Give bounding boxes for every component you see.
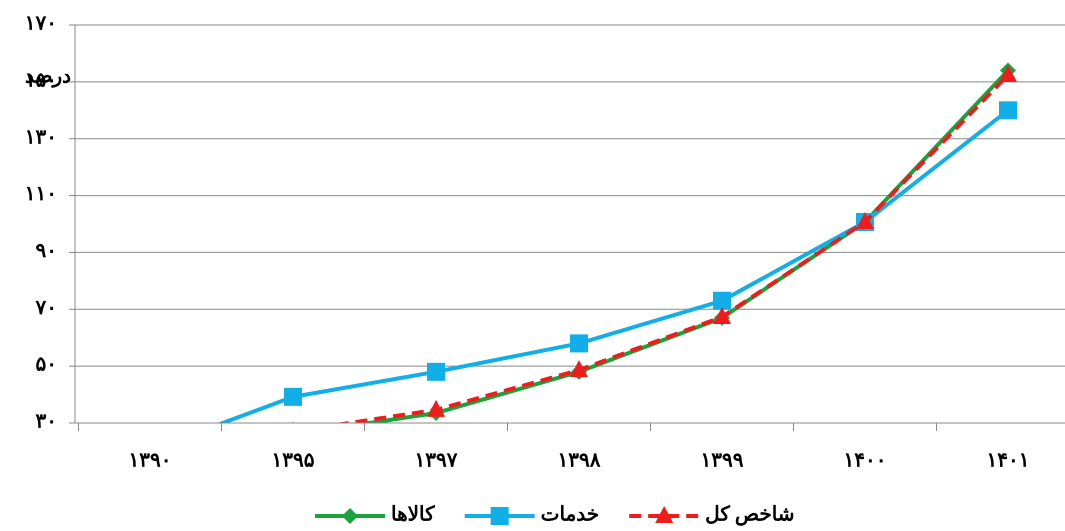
marker	[999, 101, 1017, 120]
series-line	[216, 108, 1010, 423]
y-axis-label: درصد	[25, 66, 71, 89]
y-tick-label: ۱۷۰	[25, 13, 57, 35]
marker	[284, 387, 302, 406]
x-tick-label: ۱۳۹۹	[701, 450, 744, 472]
series-line	[355, 69, 1010, 423]
legend-label: کالاها	[391, 504, 435, 526]
x-tick-label: ۱۳۹۸	[558, 450, 601, 472]
y-tick-label: ۷۰	[35, 297, 57, 319]
marker	[285, 426, 301, 442]
plot-area	[216, 62, 1017, 442]
marker	[570, 360, 588, 378]
marker	[427, 362, 445, 381]
y-tick-label: ۱۳۰	[25, 126, 57, 148]
marker	[713, 291, 731, 310]
x-tick-label: ۱۳۹۷	[415, 450, 458, 472]
legend-label: شاخص کل	[705, 504, 794, 527]
marker	[427, 399, 445, 417]
marker	[713, 306, 731, 324]
marker	[490, 507, 509, 525]
marker	[655, 506, 674, 523]
y-tick-label: ۳۰	[36, 411, 57, 433]
y-tick-label: ۵۰	[36, 354, 57, 376]
x-tick-label: ۱۴۰۱	[987, 450, 1030, 472]
marker	[856, 212, 874, 230]
y-tick-label: ۱۱۰	[25, 183, 57, 205]
marker	[999, 65, 1017, 83]
x-tick-label: ۱۳۹۰	[129, 450, 172, 472]
y-tick-label: ۹۰	[36, 240, 57, 262]
y-tick-label: ۱۵۰	[25, 69, 57, 91]
marker	[292, 421, 294, 423]
x-tick-label: ۱۳۹۵	[272, 450, 315, 472]
x-tick-label: ۱۴۰۰	[844, 450, 887, 472]
marker	[342, 508, 358, 524]
legend-label: خدمات	[541, 504, 600, 526]
grid	[75, 24, 1065, 424]
marker	[570, 334, 588, 353]
